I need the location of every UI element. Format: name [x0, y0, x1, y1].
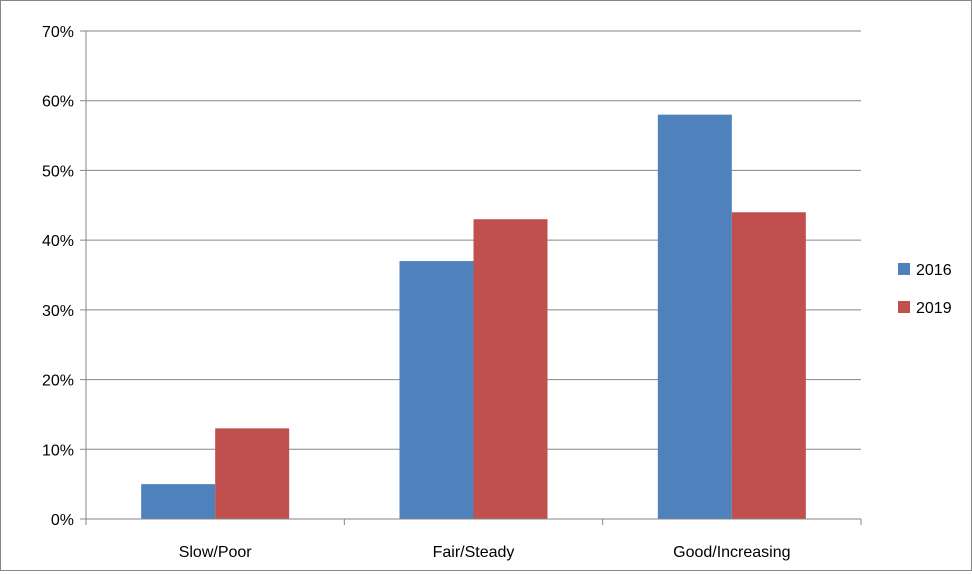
bars: [141, 115, 806, 519]
legend-label-2016: 2016: [916, 262, 952, 279]
bar-2019-fair-steady: [474, 219, 548, 519]
y-tick-label: 0%: [51, 512, 74, 529]
y-tick-label: 30%: [42, 303, 74, 320]
y-tick-label: 20%: [42, 373, 74, 390]
y-tick-label: 40%: [42, 233, 74, 250]
y-tick-label: 70%: [42, 24, 74, 41]
legend-swatch-2016: [898, 263, 910, 275]
bar-2016-fair-steady: [400, 261, 474, 519]
legend-swatch-2019: [898, 301, 910, 313]
bar-2016-slow-poor: [141, 484, 215, 519]
bar-2019-slow-poor: [215, 428, 289, 519]
x-tick-label: Slow/Poor: [179, 544, 253, 561]
legend-label-2019: 2019: [916, 300, 952, 317]
y-tick-label: 50%: [42, 163, 74, 180]
y-tick-label: 10%: [42, 442, 74, 459]
bar-2016-good-increasing: [658, 115, 732, 519]
y-tick-label: 60%: [42, 94, 74, 111]
x-tick-label: Good/Increasing: [673, 544, 790, 561]
x-tick-label: Fair/Steady: [433, 544, 515, 561]
legend: 2016 2019: [898, 262, 952, 317]
bar-2019-good-increasing: [732, 212, 806, 519]
